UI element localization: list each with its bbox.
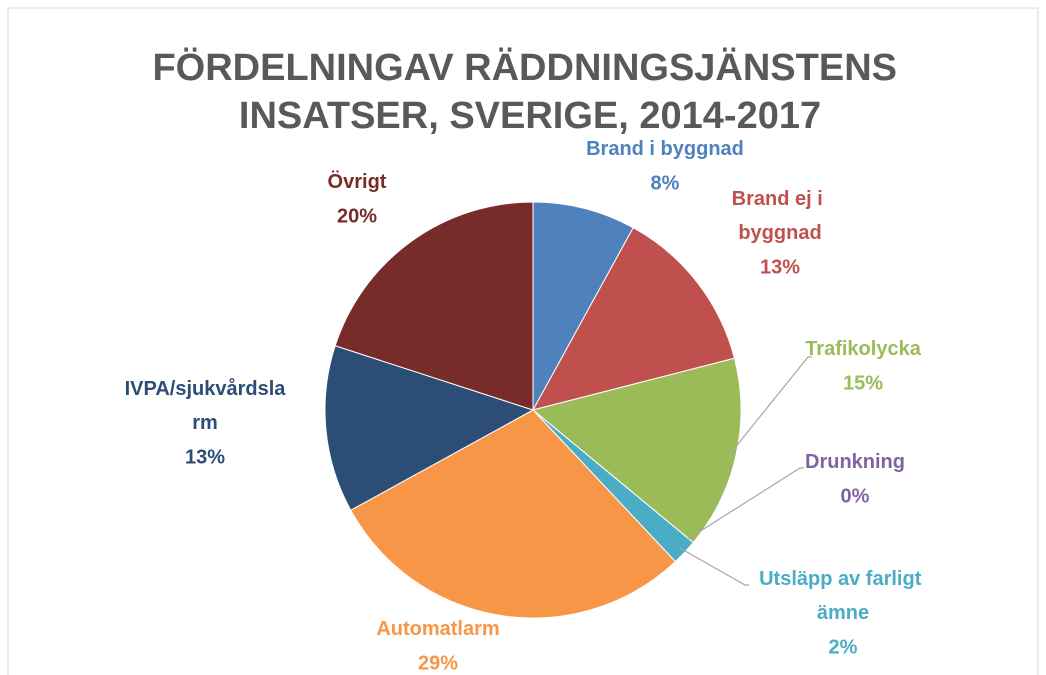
leader-line bbox=[688, 467, 804, 540]
data-label-value: 0% bbox=[841, 485, 870, 507]
data-label-name: Brand i byggnad bbox=[586, 138, 744, 160]
pie-slice bbox=[350, 409, 677, 619]
pie-slice bbox=[324, 345, 535, 511]
data-label-value: 2% bbox=[829, 636, 858, 658]
data-label-value: 20% bbox=[337, 205, 377, 227]
data-label-name: Drunkning bbox=[805, 451, 905, 473]
data-label-name: Utsläpp av farligt ämne bbox=[759, 568, 927, 624]
leader-line bbox=[729, 356, 812, 455]
data-label-name: Övrigt bbox=[328, 170, 387, 193]
data-label-value: 29% bbox=[418, 652, 458, 674]
pie-slice bbox=[334, 201, 534, 411]
leader-line bbox=[679, 547, 749, 586]
data-label-name: Trafikolycka bbox=[805, 338, 922, 360]
pie-slice bbox=[532, 201, 634, 411]
data-label-name: Automatlarm bbox=[376, 618, 499, 640]
pie-slice bbox=[532, 227, 736, 411]
chart-border bbox=[7, 7, 1039, 675]
data-label-value: 13% bbox=[185, 446, 225, 468]
data-label-name: IVPA/sjukvårdsla rm bbox=[125, 377, 287, 434]
data-label-value: 13% bbox=[760, 256, 800, 278]
chart-title: FÖRDELNINGAV RÄDDNINGSJÄNSTENS INSATSER,… bbox=[152, 46, 907, 137]
data-label-value: 15% bbox=[843, 372, 883, 394]
data-label-value: 8% bbox=[651, 172, 680, 194]
data-label-name: Brand ej i byggnad bbox=[732, 188, 829, 244]
